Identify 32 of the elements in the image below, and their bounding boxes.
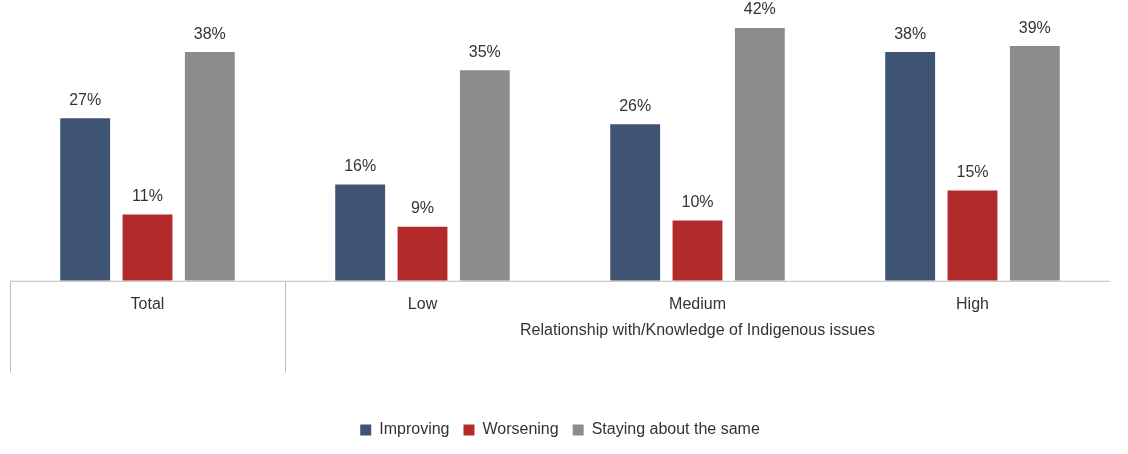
data-label: 35%: [468, 42, 501, 60]
data-label: 11%: [132, 187, 163, 205]
x-tick-label: Total: [130, 294, 165, 312]
x-tick-label: Medium: [669, 294, 726, 312]
bar: [459, 70, 510, 281]
bar: [734, 28, 785, 281]
legend-label: Worsening: [482, 420, 559, 438]
x-tick-label: Low: [407, 294, 438, 312]
bar: [947, 190, 998, 281]
data-label: 38%: [193, 24, 226, 42]
legend-label: Staying about the same: [591, 420, 760, 438]
bar: [610, 124, 661, 281]
legend-label: Improving: [379, 420, 450, 438]
data-label: 38%: [894, 24, 927, 42]
bar: [672, 220, 723, 281]
data-label: 27%: [69, 90, 102, 108]
data-label: 26%: [619, 96, 652, 114]
bar: [335, 184, 386, 281]
bar: [184, 52, 235, 281]
data-label: 15%: [956, 162, 989, 180]
bar: [397, 226, 448, 281]
bar: [885, 52, 936, 281]
bar: [122, 214, 173, 281]
data-label: 10%: [681, 193, 714, 211]
bar: [60, 118, 111, 281]
data-label: 42%: [743, 0, 776, 18]
bar: [1009, 46, 1060, 281]
data-label: 39%: [1018, 18, 1051, 36]
data-label: 9%: [410, 199, 435, 217]
x-tick-label: High: [956, 294, 989, 312]
data-label: 16%: [344, 156, 377, 174]
x-axis-title: Relationship with/Knowledge of Indigenous issues: [520, 321, 875, 339]
